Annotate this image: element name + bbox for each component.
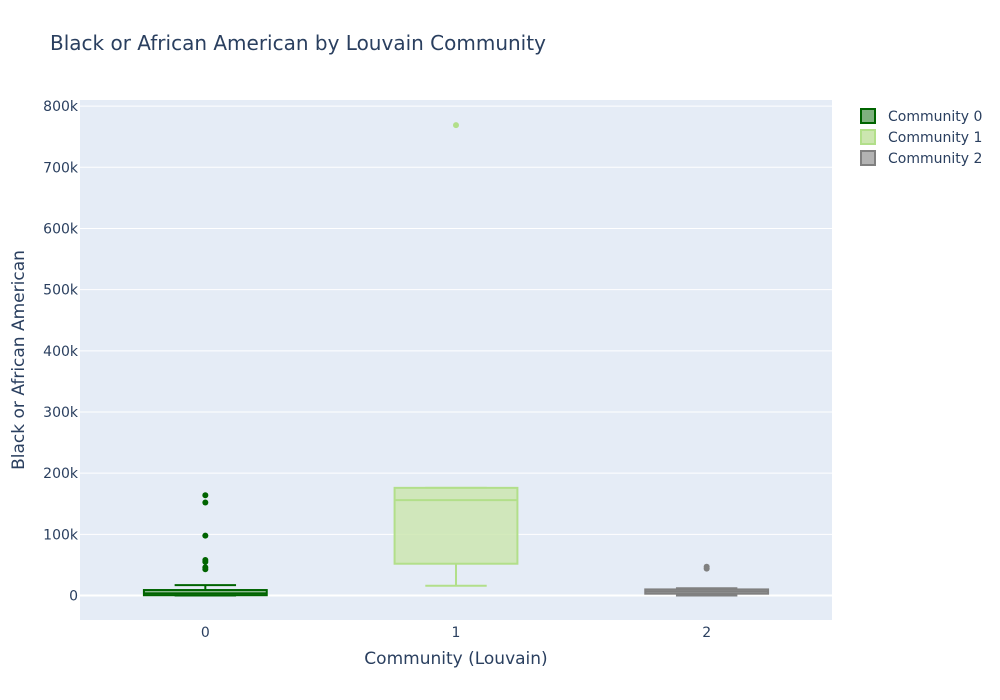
legend-item-community-2[interactable]: Community 2 (860, 150, 982, 167)
legend-swatch (860, 108, 876, 124)
outlier-point[interactable] (202, 566, 209, 573)
outlier-point[interactable] (202, 558, 209, 565)
x-tick-label: 2 (702, 625, 711, 641)
legend-label: Community 0 (888, 109, 982, 125)
box-2 (644, 563, 770, 597)
legend-item-community-1[interactable]: Community 1 (860, 129, 982, 146)
outlier-point[interactable] (202, 532, 209, 539)
outlier-point[interactable] (202, 499, 209, 506)
legend-label: Community 1 (888, 130, 982, 146)
y-tick-label: 0 (69, 589, 78, 605)
outlier-point[interactable] (453, 122, 459, 129)
y-tick-label: 300k (43, 405, 79, 421)
box-series (142, 122, 770, 597)
y-tick-label: 200k (43, 466, 79, 482)
y-tick-label: 700k (43, 160, 79, 176)
y-axis-ticks: 0 100k 200k 300k 400k 500k 600k 700k 800k (43, 99, 79, 604)
y-tick-label: 500k (43, 283, 79, 299)
y-tick-label: 100k (43, 527, 79, 543)
legend[interactable]: Community 0 Community 1 Community 2 (860, 108, 982, 167)
legend-label: Community 2 (888, 151, 982, 167)
legend-item-community-0[interactable]: Community 0 (860, 108, 982, 125)
x-axis-ticks: 0 1 2 (201, 625, 711, 641)
y-tick-label: 600k (43, 221, 79, 237)
legend-swatch (860, 129, 876, 145)
y-axis-title: Black or African American (9, 250, 29, 470)
x-tick-label: 1 (452, 625, 461, 641)
outlier-point[interactable] (202, 492, 209, 499)
box-1 (393, 122, 519, 587)
chart-title: Black or African American by Louvain Com… (50, 31, 546, 55)
box-0 (142, 492, 268, 597)
legend-swatch (860, 150, 876, 166)
outlier-point[interactable] (703, 565, 710, 572)
y-tick-label: 800k (43, 99, 79, 115)
y-tick-label: 400k (43, 344, 79, 360)
x-tick-label: 0 (201, 625, 210, 641)
x-axis-title: Community (Louvain) (364, 649, 547, 669)
